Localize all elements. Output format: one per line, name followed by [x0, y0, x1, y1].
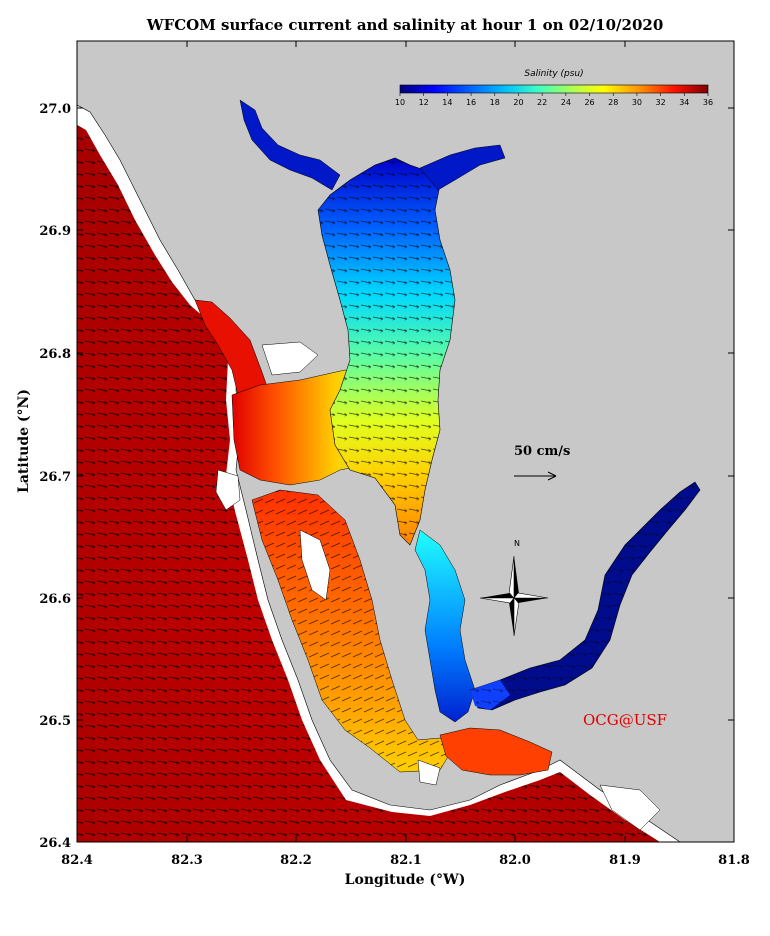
colorbar-tick-label: 28	[608, 98, 618, 107]
y-axis-title: Latitude (°N)	[16, 389, 32, 493]
axis-ticks	[76, 41, 735, 842]
colorbar-tick-label: 32	[656, 98, 666, 107]
river-current-vectors	[470, 482, 700, 710]
san-carlos-bay	[439, 727, 553, 776]
harbor-current-vectors	[318, 158, 455, 545]
colorbar-ticks: 10 12 14 16 18 20 22 24 26 28 30 32 34 36	[395, 93, 713, 107]
x-tick-label: 82.0	[499, 853, 531, 868]
port-charlotte-shore	[261, 341, 319, 376]
cayo-costa	[215, 469, 241, 511]
myakka-river	[239, 99, 341, 191]
colorbar-tick-label: 12	[419, 98, 429, 107]
x-axis-title: Longitude (°W)	[345, 872, 466, 888]
x-tick-label: 81.9	[609, 853, 641, 868]
y-tick-label: 26.4	[39, 836, 71, 851]
y-tick-label: 26.5	[39, 714, 71, 729]
colorbar-tick-label: 14	[442, 98, 452, 107]
y-tick-label: 26.6	[39, 592, 71, 607]
x-tick-label: 82.1	[390, 853, 422, 868]
map-title: WFCOM surface current and salinity at ho…	[146, 16, 664, 34]
x-tick-label: 81.8	[718, 853, 750, 868]
y-tick-label: 26.7	[39, 470, 71, 485]
colorbar-ramp	[399, 84, 709, 94]
colorbar-tick-label: 24	[561, 98, 571, 107]
colorbar-tick-label: 22	[537, 98, 547, 107]
colorbar-title: Salinity (psu)	[524, 69, 583, 79]
colorbar-tick-label: 30	[632, 98, 642, 107]
y-tick-label: 26.8	[39, 347, 71, 362]
y-tick-label: 26.9	[39, 224, 71, 239]
credit-label: OCG@USF	[583, 711, 667, 729]
colorbar-tick-label: 18	[490, 98, 500, 107]
colorbar-tick-label: 16	[466, 98, 476, 107]
matlacha-pass	[414, 529, 476, 723]
colorbar-tick-label: 34	[679, 98, 689, 107]
y-tick-label: 27.0	[39, 102, 71, 117]
reference-vector-label: 50 cm/s	[514, 444, 570, 459]
compass-rose: N	[479, 539, 549, 637]
gulf-current-vectors	[77, 125, 660, 842]
x-tick-label: 82.3	[171, 853, 203, 868]
colorbar-tick-label: 36	[703, 98, 713, 107]
pine-island	[299, 529, 331, 601]
colorbar-tick-label: 10	[395, 98, 405, 107]
compass-north-label: N	[514, 539, 520, 548]
colorbar-tick-label: 26	[584, 98, 594, 107]
colorbar-tick-label: 20	[513, 98, 523, 107]
sanibel-island	[417, 759, 441, 786]
estero-islands	[599, 784, 661, 831]
peace-river	[419, 144, 506, 191]
x-tick-label: 82.4	[61, 853, 93, 868]
x-tick-label: 82.2	[280, 853, 312, 868]
colorbar: Salinity (psu) 10 12 14 16 18 20 22 24 26 28 30 32 3…	[395, 69, 713, 107]
reference-vector: 50 cm/s	[514, 444, 570, 481]
